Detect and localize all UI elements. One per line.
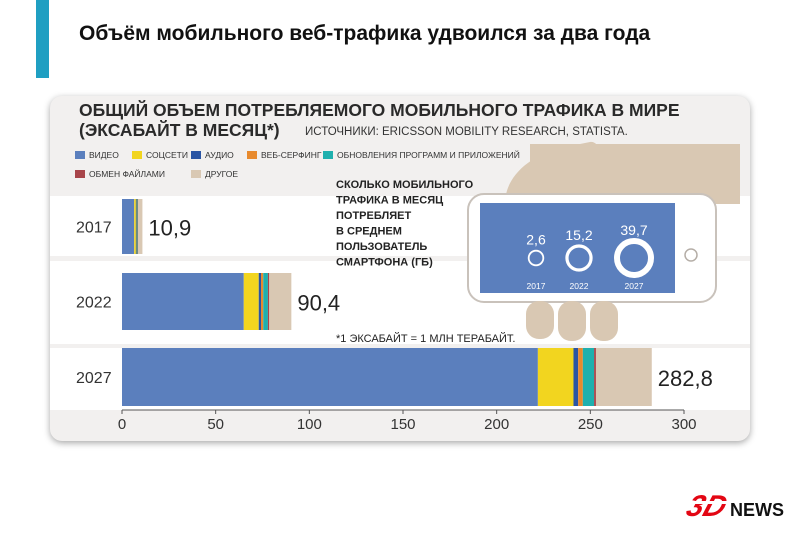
category-labels: 2017 2022 2027 (76, 220, 112, 388)
bar-segment (136, 199, 138, 254)
bar-segment (269, 273, 292, 330)
legend-label: ВЕБ-СЕРФИНГ (261, 150, 322, 160)
inset-label-line: СКОЛЬКО МОБИЛЬНОГО (336, 179, 474, 191)
bar-segment (582, 348, 595, 406)
inset-label-line: ПОТРЕБЛЯЕТ (336, 210, 411, 222)
bar-segment (261, 273, 264, 330)
legend-label: СОЦСЕТИ (146, 150, 188, 160)
legend-label: ОБМЕН ФАЙЛАМИ (89, 168, 165, 179)
legend-label: ВИДЕО (89, 150, 119, 160)
legend-swatch (75, 170, 85, 178)
bar-segment (137, 199, 143, 254)
tick-label: 50 (207, 416, 224, 433)
bar-segment (122, 199, 135, 254)
bar-segment (578, 348, 583, 406)
inset-value-label: 2,6 (526, 232, 546, 248)
category-label: 2017 (76, 220, 112, 237)
chart-sources: ИСТОЧНИКИ: ERICSSON MOBILITY RESEARCH, S… (305, 126, 628, 138)
bar-segment (134, 199, 136, 254)
chart-footnote: *1 ЭКСАБАЙТ = 1 МЛН ТЕРАБАЙТ. (336, 332, 516, 345)
infographic-card: ОБЩИЙ ОБЪЕМ ПОТРЕБЛЯЕМОГО МОБИЛЬНОГО ТРА… (50, 96, 750, 441)
tick-label: 200 (484, 416, 509, 433)
category-label: 2027 (76, 370, 112, 387)
inset-ring (614, 238, 654, 278)
bar-segment (258, 273, 262, 330)
inset-year-label: 2017 (527, 281, 546, 291)
bar-segment (595, 348, 652, 406)
bar-segment (243, 273, 259, 330)
legend-label: ДРУГОЕ (205, 169, 238, 179)
tick-label: 150 (390, 416, 415, 433)
inset-label-line: СМАРТФОНА (ГБ) (336, 257, 433, 269)
smartphone-illustration: 2,6 2017 15,2 2022 39,7 2027 (467, 141, 740, 341)
legend-swatch (247, 151, 257, 159)
inset-label: СКОЛЬКО МОБИЛЬНОГО ТРАФИКА В МЕСЯЦ ПОТРЕБЛ… (336, 179, 474, 269)
finger-shape (558, 301, 586, 341)
total-label: 10,9 (148, 216, 191, 241)
inset-ring (527, 249, 545, 267)
inset-value-label: 15,2 (565, 227, 592, 243)
legend-swatch (191, 170, 201, 178)
category-label: 2022 (76, 295, 112, 312)
bar-segment (537, 348, 574, 406)
legend-label: ОБНОВЛЕНИЯ ПРОГРАММ И ПРИЛОЖЕНИЙ (337, 149, 520, 160)
chart-title-line1: ОБЩИЙ ОБЪЕМ ПОТРЕБЛЯЕМОГО МОБИЛЬНОГО ТРА… (79, 99, 680, 120)
page-title: Объём мобильного веб-трафика удвоился за… (79, 22, 651, 45)
logo-word: NEWS (730, 500, 784, 520)
x-axis: 0 50 100 150 200 250 300 (118, 409, 697, 433)
finger-shape (590, 301, 618, 341)
legend-swatch (323, 151, 333, 159)
tick-label: 250 (578, 416, 603, 433)
inset-year-label: 2022 (570, 281, 589, 291)
inset-label-line: В СРЕДНЕМ (336, 226, 402, 238)
bar-segment (267, 273, 270, 330)
inset-ring (565, 244, 593, 272)
3dnews-logo: 3D NEWS (684, 489, 784, 523)
traffic-chart: ОБЩИЙ ОБЪЕМ ПОТРЕБЛЯЕМОГО МОБИЛЬНОГО ТРА… (50, 99, 750, 433)
inset-values: 2,6 2017 15,2 2022 39,7 2027 (526, 222, 654, 291)
legend-swatch (132, 151, 142, 159)
chart-legend: ВИДЕО СОЦСЕТИ АУДИО ВЕБ-СЕРФИНГ ОБНОВЛЕНИЯ П… (75, 149, 520, 179)
inset-label-line: ТРАФИКА В МЕСЯЦ (336, 195, 443, 207)
bar-segment (122, 348, 538, 406)
inset-value-label: 39,7 (620, 222, 647, 238)
total-labels: 10,9 90,4 282,8 (148, 216, 712, 392)
logo-stripe (688, 501, 730, 504)
bar-group (122, 199, 652, 406)
inset-label-line: ПОЛЬЗОВАТЕЛЬ (336, 241, 427, 253)
bar-segment (573, 348, 579, 406)
phone-screen (480, 203, 675, 293)
tick-label: 0 (118, 416, 126, 433)
legend-swatch (75, 151, 85, 159)
logo-mark: 3D (684, 489, 732, 523)
chart-title-line2: (ЭКСАБАЙТ В МЕСЯЦ*) (79, 119, 280, 140)
total-label: 282,8 (658, 366, 713, 391)
finger-shape (526, 301, 554, 339)
legend-swatch (191, 151, 201, 159)
bar-segment (594, 348, 596, 406)
bar-segment (263, 273, 268, 330)
inset-year-label: 2027 (625, 281, 644, 291)
bar-segment (122, 273, 244, 330)
accent-bar (36, 0, 49, 78)
total-label: 90,4 (297, 291, 340, 316)
home-button-icon (684, 248, 698, 262)
tick-label: 300 (671, 416, 696, 433)
tick-label: 100 (297, 416, 322, 433)
legend-label: АУДИО (205, 150, 234, 160)
